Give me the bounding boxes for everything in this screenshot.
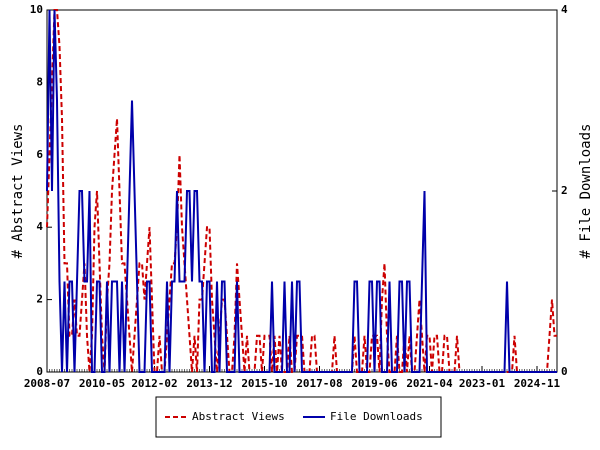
x-tick-label: 2019-06 [351, 377, 398, 390]
y2-tick-label: 2 [561, 184, 568, 197]
y2-axis-label: # File Downloads [578, 124, 594, 259]
x-tick-label: 2008-07 [24, 377, 70, 390]
y-tick-label: 4 [36, 220, 43, 233]
x-tick-label: 2017-08 [296, 377, 342, 390]
x-tick-label: 2015-10 [241, 377, 287, 390]
y-tick-label: 6 [36, 148, 43, 161]
series-line [46, 9, 557, 373]
x-tick-label: 2012-02 [131, 377, 177, 390]
y2-tick-label: 0 [561, 365, 568, 378]
y-axis-label: # Abstract Views [10, 124, 26, 259]
legend-label: Abstract Views [192, 410, 285, 423]
x-tick-label: 2023-01 [459, 377, 506, 390]
x-tick-label: 2010-05 [79, 377, 125, 390]
y2-tick-label: 4 [561, 3, 568, 16]
x-tick-label: 2024-11 [514, 377, 561, 390]
y-tick-label: 8 [36, 75, 43, 88]
y-tick-label: 2 [36, 293, 43, 306]
y-tick-label: 10 [30, 3, 43, 16]
y-tick-label: 0 [36, 365, 43, 378]
legend-label: File Downloads [330, 410, 423, 423]
legend-box [155, 396, 442, 438]
x-tick-label: 2021-04 [406, 377, 453, 390]
x-tick-label: 2013-12 [186, 377, 232, 390]
